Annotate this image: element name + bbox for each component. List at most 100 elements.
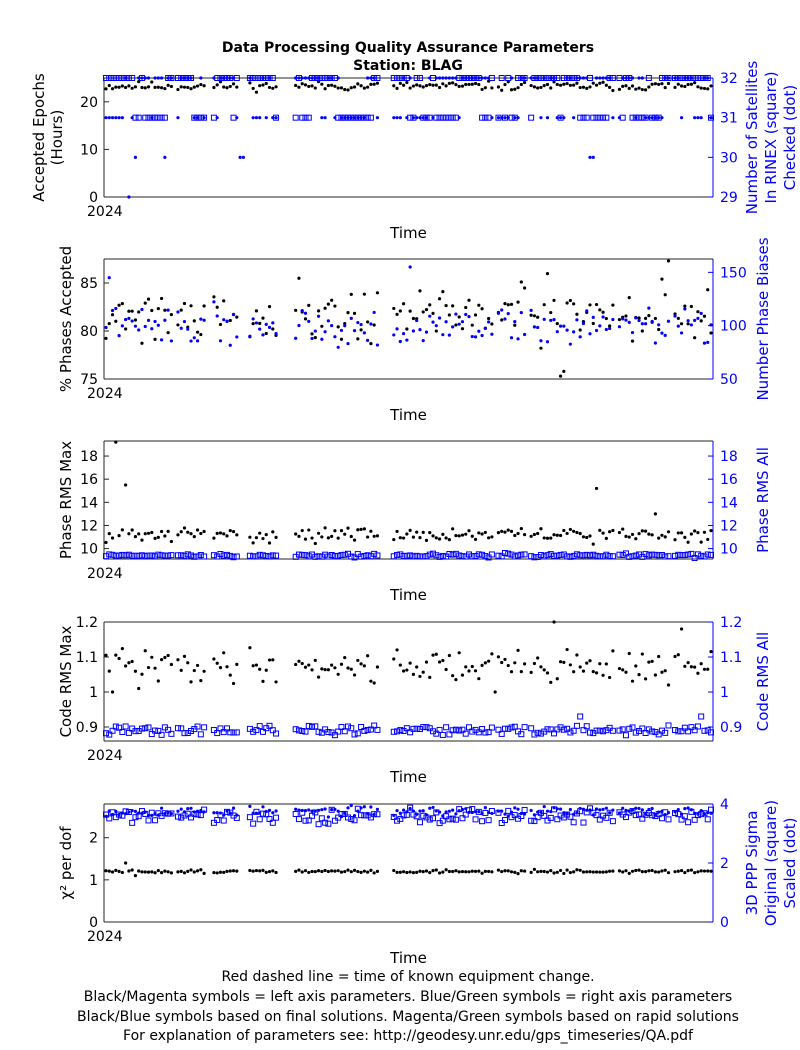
data-point [392,868,396,873]
data-point [531,731,538,738]
data-point [464,312,468,317]
data-point [657,323,661,327]
data-point [536,325,540,330]
data-point [401,808,406,812]
data-point [330,534,334,538]
left-axis-title: Phase RMS Max [57,441,75,559]
data-point [430,550,437,557]
data-point [345,723,351,730]
data-point [153,76,157,80]
data-point [464,665,468,669]
data-point [313,658,317,662]
data-point [125,729,132,736]
data-point [259,552,266,559]
data-point [163,811,167,816]
data-point [699,809,703,813]
data-point [591,870,595,874]
data-point [604,806,608,810]
data-point [552,620,556,624]
data-point [560,726,567,733]
data-point [273,730,280,737]
data-point [673,314,677,318]
data-point [258,327,262,331]
data-point [343,116,347,120]
data-point [336,672,340,676]
data-point [158,114,165,121]
data-point [310,869,314,874]
data-point [529,808,533,813]
data-point [127,195,131,199]
data-point [593,727,600,734]
data-point [663,333,667,337]
data-point [104,869,108,873]
data-point [627,651,631,656]
data-point [333,84,337,88]
data-point [594,870,599,874]
data-point [192,535,196,539]
data-point [676,653,680,657]
data-point [544,552,551,559]
data-point [248,81,252,85]
data-point [657,654,661,659]
data-point [701,553,708,560]
data-point [545,116,550,120]
data-point [395,870,399,874]
data-point [593,114,600,121]
left-tick-label: 18 [80,449,98,465]
data-point [562,871,566,876]
data-point [322,819,329,826]
data-point [297,808,301,812]
data-point [449,727,456,734]
data-point [179,85,183,89]
data-point [169,84,174,89]
data-point [230,729,237,736]
data-point [153,871,157,875]
data-point [528,553,535,560]
data-point [228,84,232,89]
data-point [326,83,330,88]
data-point [295,551,302,558]
data-point [124,483,128,487]
data-point [359,527,363,531]
data-point [560,551,567,558]
data-point [215,314,219,318]
data-point [424,538,429,542]
right-tick-label: 30 [720,150,738,166]
data-point [470,534,474,538]
data-point [106,731,113,738]
data-point [351,554,358,561]
data-point [479,551,486,558]
data-point [565,301,569,305]
data-point [611,317,615,322]
data-point [608,530,612,534]
data-point [477,869,481,873]
data-point [122,552,129,559]
right-axis-title: Code RMS All [754,632,772,731]
data-point [186,869,190,874]
data-point [253,727,260,734]
data-point [323,668,327,672]
data-point [693,811,697,815]
data-point [394,75,401,81]
data-point [231,82,236,86]
data-point [398,536,402,540]
data-point [598,662,602,666]
data-point [267,808,272,812]
data-point [339,528,344,533]
data-point [109,75,116,81]
data-point [153,536,157,540]
data-point [349,803,353,808]
data-point [493,690,497,694]
data-point [349,116,353,120]
data-point [578,85,582,90]
data-point [578,76,582,80]
data-point [191,553,198,560]
data-point [231,806,236,810]
footer-line-1: Red dashed line = time of known equipmen… [221,969,594,985]
data-point [487,536,491,540]
data-point [258,531,262,535]
data-point [235,813,239,817]
data-point [212,536,216,540]
data-point [699,869,703,873]
data-point [369,529,373,533]
